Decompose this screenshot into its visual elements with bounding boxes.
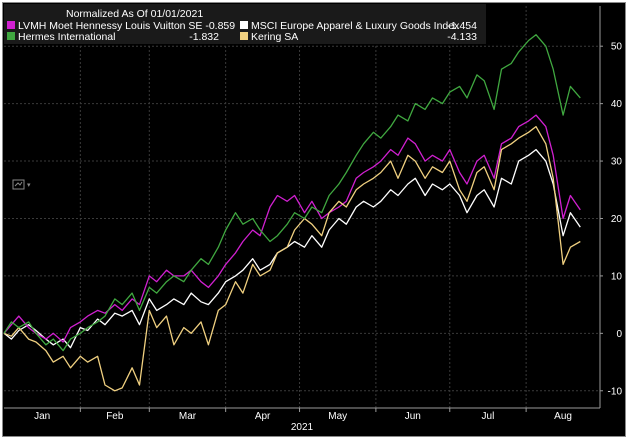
y-tick-label: -10 [608,386,623,397]
legend-swatch [7,32,15,40]
y-tick-label: 20 [611,214,623,225]
x-tick-label: May [328,411,347,422]
grid-layer [4,6,600,408]
legend-series-value: -1.832 [189,31,219,43]
y-tick-label: 50 [611,42,623,53]
y-tick-label: 10 [611,271,623,282]
legend-series-value: -4.133 [447,31,477,43]
x-tick-label: Jun [405,411,421,422]
legend-swatch [7,21,15,29]
legend-swatch [240,21,248,29]
x-tick-label: Mar [179,411,197,422]
legend-series-name: MSCI Europe Apparel & Luxury Goods Index [251,20,460,32]
legend-series-name: Kering SA [251,31,298,43]
axis-layer: 2021 -10 0 10 20 30 40 50 Jan Feb Mar Apr May Jun Jul… [4,6,622,433]
x-tick-label: Feb [106,411,124,422]
legend-swatch [240,32,248,40]
x-tick-label: Jan [34,411,50,422]
legend: Normalized As Of 01/01/2021 MSCI Europe … [4,4,486,44]
legend-series-name: LVMH Moet Hennessy Louis Vuitton SE -0.8… [18,20,235,32]
y-tick-label: 30 [611,157,623,168]
x-year-label: 2021 [291,422,314,433]
x-tick-label: Jul [482,411,495,422]
series-line [3,34,581,352]
y-tick-label: 40 [611,99,623,110]
chart-type-icon[interactable]: ▾ [12,179,31,190]
series-line [3,148,581,349]
x-tick-label: Aug [554,411,572,422]
y-tick-label: 0 [616,329,622,340]
legend-series-name: Hermes International [18,31,115,43]
series-line [3,114,581,343]
x-tick-label: Apr [255,411,271,422]
legend-title: Normalized As Of 01/01/2021 [66,8,203,20]
svg-text:▾: ▾ [27,182,31,189]
series-line [3,125,581,392]
series-layer [3,34,581,392]
legend-series-value: -1.454 [447,20,477,32]
